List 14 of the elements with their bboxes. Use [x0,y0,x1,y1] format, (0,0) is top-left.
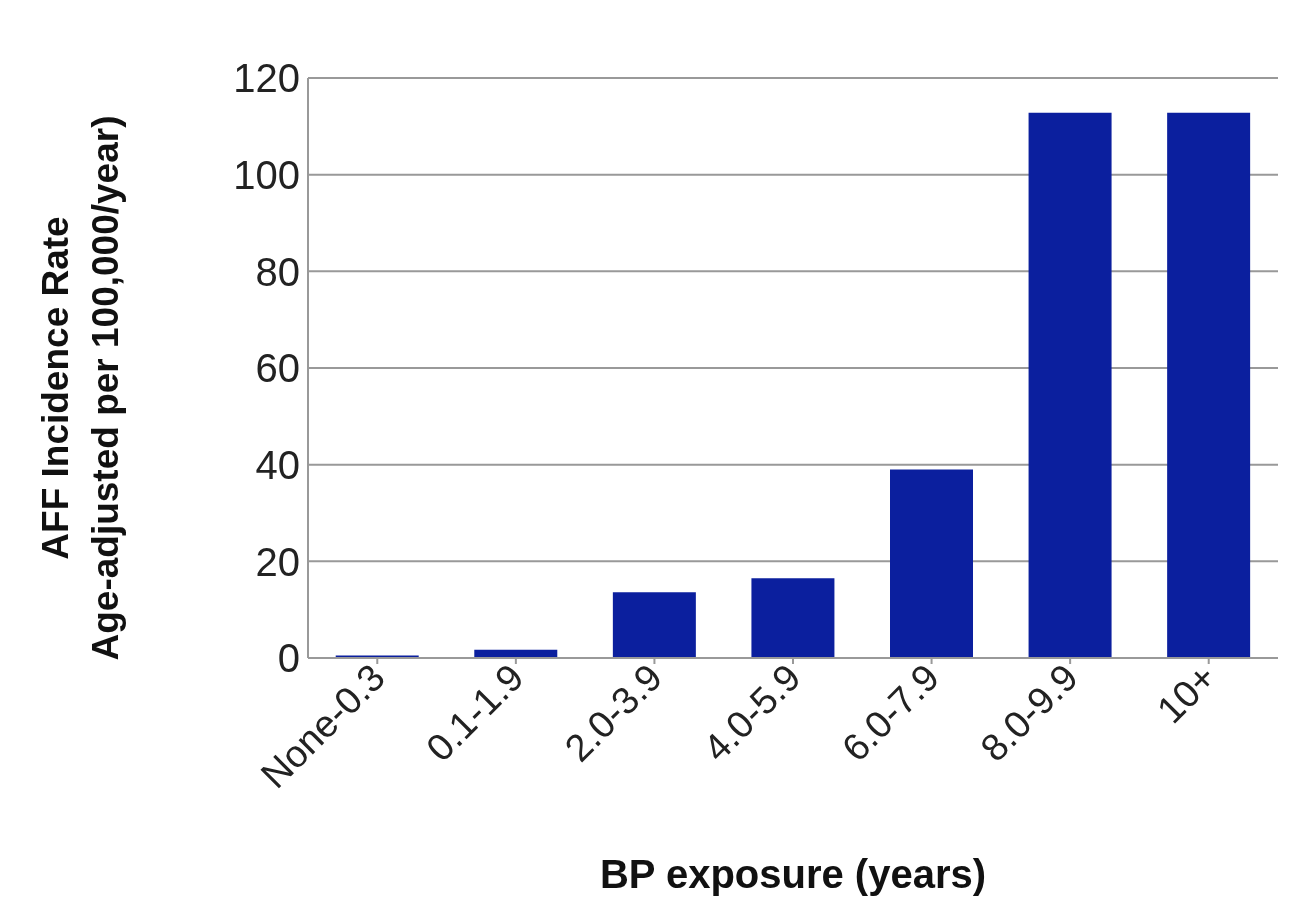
y-tick-label: 60 [255,346,300,391]
y-tick-label: 120 [233,56,300,101]
bar [612,592,696,658]
y-tick-label: 20 [255,539,300,584]
bar [1167,112,1251,658]
bar [1028,112,1112,658]
bar [890,469,973,658]
y-tick-label: 80 [255,249,300,294]
y-tick-label: 100 [233,152,300,197]
x-axis-title: BP exposure (years) [599,852,987,896]
x-tick-label: 10+ [1149,655,1225,732]
bar [751,578,835,658]
y-tick-label: 40 [255,442,300,487]
y-axis-title: AFF Incidence Rate Age-adjusted per 100,000/year) [35,115,126,661]
